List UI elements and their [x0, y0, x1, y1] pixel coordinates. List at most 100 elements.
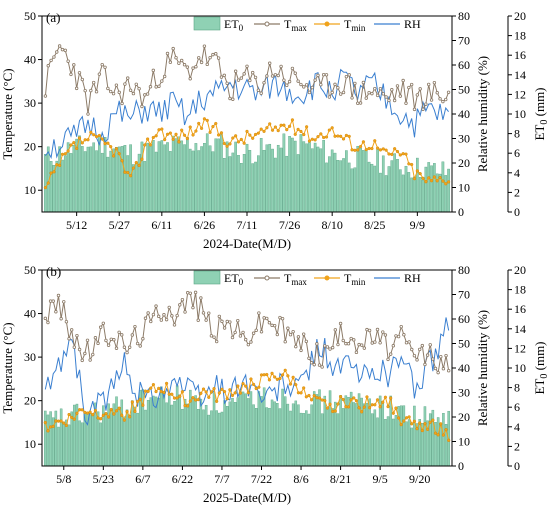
- tmin-point: [259, 373, 264, 377]
- tmin-point: [101, 413, 105, 417]
- tmin-point: [120, 159, 124, 163]
- x-tick-label: 9/9: [410, 218, 425, 232]
- et0-bar: [146, 142, 149, 213]
- tmax-point: [265, 74, 269, 78]
- tmin-point: [290, 118, 295, 122]
- tmin-point: [130, 400, 134, 404]
- legend-label-sub: 0: [239, 277, 244, 287]
- tmax-point: [62, 300, 66, 304]
- et0-bar: [49, 161, 53, 213]
- et0-tick-label: 12: [514, 341, 526, 355]
- tmax-point: [75, 333, 79, 338]
- tmax-point: [117, 90, 121, 95]
- et0-bar: [89, 146, 93, 213]
- et0-bar: [194, 143, 198, 213]
- tmin-point: [109, 407, 113, 412]
- et0-tick-label: 14: [514, 322, 526, 336]
- tmin-point: [233, 391, 237, 395]
- et0-bar: [88, 411, 92, 467]
- et0-bar: [418, 177, 422, 213]
- rh-tick-label: 0: [458, 205, 464, 219]
- tmax-point: [316, 73, 320, 78]
- tmin-point: [396, 416, 401, 420]
- et0-bar: [404, 165, 408, 213]
- tmax-point: [137, 87, 141, 91]
- tmin-point: [407, 415, 411, 419]
- et0-bar: [98, 135, 101, 213]
- et0-bar: [115, 147, 118, 213]
- tmax-point: [120, 333, 124, 337]
- chart-panel-a: 10 20 30 40 50 0 10 20 30 40 50 60 70 80 0 2 4 6 8 10 12 14 16…: [0, 9, 550, 251]
- tmax-point: [425, 353, 430, 357]
- tmax-point: [148, 85, 153, 89]
- et0-bar: [322, 140, 325, 213]
- tmin-point: [330, 126, 334, 130]
- tmin-point: [171, 137, 175, 141]
- et0-bar: [431, 409, 435, 467]
- tmin-point: [339, 134, 343, 138]
- et0-bar: [61, 159, 64, 213]
- tmin-markers: [43, 368, 451, 442]
- et0-bar: [416, 157, 419, 213]
- et0-bar: [149, 146, 152, 213]
- tmax-point: [317, 363, 322, 367]
- et0-bar: [413, 405, 416, 467]
- tmin-point: [93, 408, 98, 413]
- tmin-point: [201, 387, 206, 391]
- tmin-point: [328, 402, 332, 406]
- et0-bar: [299, 412, 303, 467]
- et0-bar: [370, 413, 374, 467]
- et0-bar: [92, 142, 96, 213]
- tmin-point: [367, 406, 372, 410]
- et0-bar: [363, 403, 366, 467]
- et0-bar: [241, 391, 245, 467]
- tmax-point: [364, 96, 368, 100]
- legend-label-main: RH: [404, 17, 421, 31]
- tmax-point: [123, 82, 127, 86]
- tmin-point: [302, 386, 306, 390]
- tmin-point: [283, 368, 287, 372]
- tmin-point: [323, 398, 327, 403]
- tmin-point: [365, 395, 369, 399]
- et0-bar: [305, 410, 308, 467]
- tmin-point: [97, 133, 101, 138]
- tmin-point: [191, 133, 195, 137]
- et0-bar: [212, 392, 216, 467]
- tmax-point: [222, 326, 227, 330]
- panel-label: (b): [46, 264, 61, 279]
- et0-bar: [170, 404, 174, 467]
- et0-bar: [80, 146, 84, 213]
- tmax-point: [361, 80, 366, 85]
- tmin-point: [212, 387, 216, 391]
- tmax-point: [323, 344, 327, 348]
- tmin-point: [319, 132, 323, 136]
- rh-line: [45, 68, 449, 160]
- tmin-point: [46, 429, 50, 433]
- tmin-point: [423, 422, 427, 426]
- tmin-point: [418, 421, 422, 425]
- et0-bar: [307, 413, 311, 467]
- tmin-point: [381, 400, 385, 404]
- et0-bar: [234, 141, 237, 213]
- et0-bar: [276, 403, 279, 467]
- et0-bar: [72, 145, 76, 213]
- tmax-point: [228, 320, 232, 324]
- et0-bar: [441, 161, 445, 213]
- et0-bar: [204, 404, 208, 467]
- et0-axis-label-main: ET: [532, 379, 547, 395]
- tmax-point: [367, 91, 371, 95]
- tmax-point: [384, 95, 388, 99]
- et0-bar: [299, 134, 303, 213]
- et0-bar: [163, 144, 166, 213]
- et0-bar: [252, 404, 255, 467]
- tmin-point: [131, 166, 136, 170]
- tmin-point: [89, 130, 93, 134]
- tmin-point: [307, 139, 312, 143]
- et0-bar: [268, 408, 271, 467]
- et0-bar: [249, 391, 253, 467]
- et0-bar: [166, 142, 169, 213]
- tmin-point: [204, 390, 208, 394]
- tmin-point: [287, 124, 292, 128]
- tmin-point: [103, 142, 107, 146]
- x-tick-label: 7/22: [251, 472, 272, 486]
